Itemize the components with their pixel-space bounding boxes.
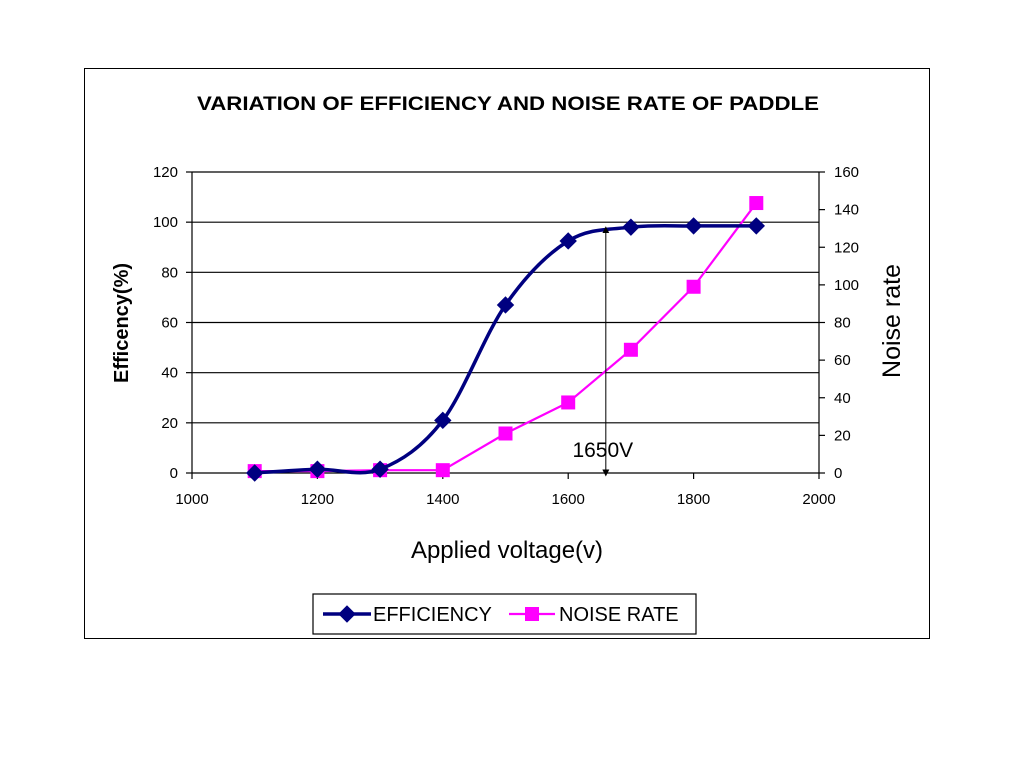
chart-title: VARIATION OF EFFICIENCY AND NOISE RATE O… — [197, 94, 819, 115]
data-point-efficiency — [622, 218, 640, 236]
data-point-efficiency — [245, 464, 264, 482]
y-tick-label-right: 140 — [834, 202, 859, 219]
y-tick-label-right: 160 — [834, 164, 859, 181]
y-tick-label-right: 100 — [834, 277, 859, 294]
data-point-efficiency — [747, 217, 766, 235]
data-point-efficiency — [559, 232, 577, 250]
data-point-noise-rate — [498, 426, 513, 441]
data-point-noise-rate — [435, 463, 450, 478]
y-tick-label-left: 20 — [161, 415, 178, 432]
legend-label-efficiency: EFFICIENCY — [373, 604, 492, 626]
legend-marker-noise-rate — [525, 607, 539, 621]
x-tick-label: 1200 — [301, 491, 334, 508]
chart-svg: VARIATION OF EFFICIENCY AND NOISE RATE O… — [111, 94, 906, 635]
x-tick-label: 1800 — [677, 491, 710, 508]
chart-frame: VARIATION OF EFFICIENCY AND NOISE RATE O… — [84, 68, 930, 639]
y-tick-label-right: 0 — [834, 465, 842, 482]
y-tick-label-left: 60 — [161, 315, 178, 332]
y-tick-label-right: 20 — [834, 427, 851, 444]
series-line-efficiency — [254, 223, 757, 475]
x-tick-label: 1600 — [552, 491, 585, 508]
data-point-efficiency — [371, 460, 389, 478]
data-point-noise-rate — [749, 196, 764, 211]
data-point-efficiency — [434, 411, 452, 430]
y-tick-label-left: 40 — [161, 365, 178, 382]
y-tick-label-right: 120 — [834, 239, 859, 256]
legend-label-noise-rate: NOISE RATE — [559, 604, 679, 626]
data-point-efficiency — [496, 296, 515, 314]
annotation: 1650V — [572, 226, 633, 477]
annotation-label: 1650V — [572, 439, 633, 462]
data-point-noise-rate — [623, 342, 638, 357]
data-point-efficiency — [684, 217, 703, 235]
y-tick-label-right: 80 — [834, 315, 851, 332]
y-tick-label-left: 120 — [153, 164, 178, 181]
y-tick-label-left: 80 — [161, 264, 178, 281]
x-tick-label: 1400 — [426, 491, 459, 508]
axes — [186, 171, 825, 479]
x-tick-label: 1000 — [175, 491, 208, 508]
data-point-noise-rate — [686, 279, 701, 294]
y-tick-label-left: 100 — [153, 214, 178, 231]
y-axis-right-label: Noise rate — [878, 264, 906, 378]
legend: EFFICIENCY NOISE RATE — [312, 593, 697, 635]
gridlines — [192, 171, 819, 424]
y-tick-label-left: 0 — [170, 465, 178, 482]
legend-marker-efficiency — [338, 605, 356, 623]
y-tick-label-right: 60 — [834, 352, 851, 369]
legend-box — [312, 593, 697, 635]
y-tick-label-right: 40 — [834, 390, 851, 407]
y-axis-left-label: Efficency(%) — [111, 263, 133, 383]
x-tick-label: 2000 — [802, 491, 835, 508]
data-point-noise-rate — [561, 395, 576, 410]
tick-labels: 0204060801001200204060801001201401601000… — [153, 164, 859, 508]
series-layer — [245, 196, 766, 482]
data-point-efficiency — [308, 460, 327, 478]
x-axis-label: Applied voltage(v) — [411, 537, 603, 564]
